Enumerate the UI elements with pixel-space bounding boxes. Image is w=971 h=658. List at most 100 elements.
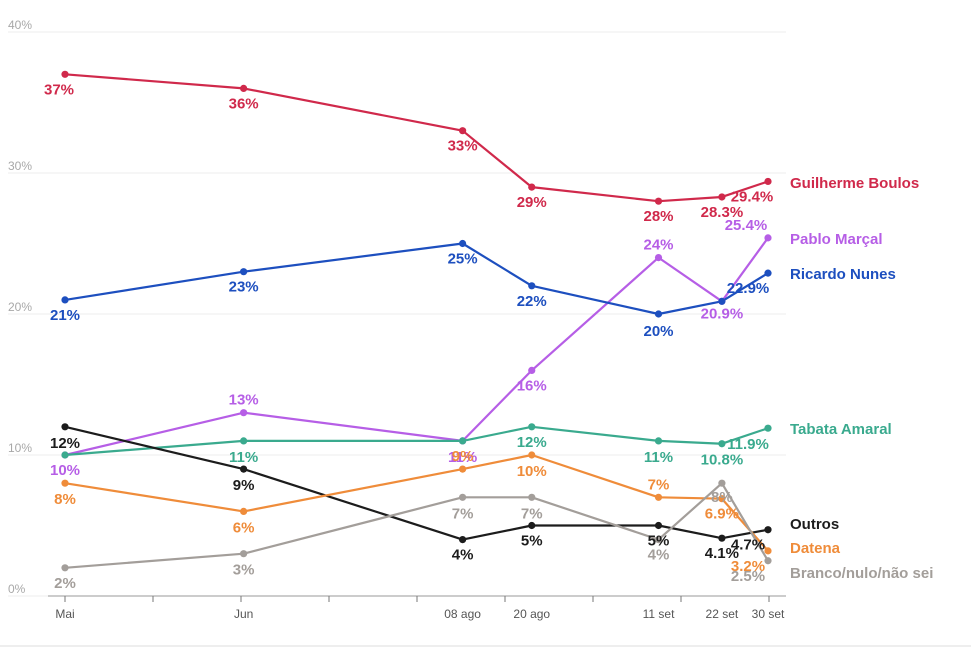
data-label: 20.9% — [701, 305, 744, 322]
data-point — [654, 521, 663, 530]
data-point — [718, 193, 726, 201]
data-point — [240, 465, 248, 473]
data-point — [718, 297, 726, 305]
series-name-label: Ricardo Nunes — [790, 266, 896, 283]
data-label: 24% — [644, 237, 674, 254]
data-label: 23% — [229, 279, 259, 296]
data-label: 4.1% — [705, 545, 739, 562]
x-tick-label: 20 ago — [513, 607, 550, 621]
data-point — [61, 479, 69, 487]
data-point — [528, 451, 536, 459]
data-label: 29% — [517, 194, 547, 211]
series-name-label: Datena — [790, 540, 841, 557]
data-label: 11% — [644, 449, 673, 466]
data-point — [528, 366, 536, 374]
y-tick-label: 40% — [8, 18, 32, 32]
data-label: 5% — [648, 533, 670, 550]
data-point — [764, 424, 772, 432]
data-label: 22.9% — [727, 280, 770, 297]
data-point — [654, 310, 663, 318]
data-point — [718, 495, 726, 503]
data-label: 10% — [50, 462, 80, 479]
data-label: 33% — [448, 138, 478, 155]
data-point — [240, 550, 248, 558]
data-point — [240, 268, 248, 276]
data-point — [458, 465, 467, 473]
data-label: 2.5% — [731, 568, 765, 585]
data-point — [654, 254, 663, 262]
data-point — [718, 479, 726, 487]
data-label: 28.3% — [701, 204, 744, 221]
data-label: 6% — [233, 519, 255, 536]
data-point — [764, 557, 772, 565]
data-point — [61, 423, 69, 431]
data-point — [764, 269, 772, 277]
data-label: 4.7% — [731, 537, 765, 554]
data-point — [458, 239, 467, 248]
x-tick-label: 08 ago — [444, 607, 481, 621]
data-point — [458, 127, 467, 135]
data-label: 29.4% — [731, 188, 774, 205]
data-label: 20% — [644, 323, 674, 340]
x-tick-label: 11 set — [643, 607, 675, 621]
series-name-label: Tabata Amaral — [790, 421, 892, 438]
data-point — [764, 177, 772, 186]
series-name-label: Pablo Marçal — [790, 231, 883, 248]
data-point — [718, 534, 726, 542]
data-point — [61, 451, 69, 459]
data-point — [718, 440, 726, 448]
data-label: 10.8% — [701, 452, 744, 469]
data-label: 11.9% — [727, 436, 769, 453]
data-label: 10% — [517, 463, 547, 480]
data-label: 9% — [452, 448, 474, 465]
data-label: 12% — [50, 435, 80, 452]
data-label: 36% — [229, 95, 259, 112]
x-tick-label: Jun — [234, 607, 253, 621]
data-label: 3% — [233, 562, 255, 579]
data-label: 8% — [54, 491, 76, 508]
data-point — [764, 234, 772, 242]
data-point — [458, 493, 467, 501]
y-tick-label: 10% — [8, 441, 32, 455]
data-label: 3.2% — [731, 558, 765, 575]
data-point — [458, 437, 467, 445]
y-tick-label: 30% — [8, 159, 32, 173]
data-point — [764, 526, 772, 534]
series-line — [64, 237, 769, 457]
data-point — [240, 437, 248, 445]
data-label: 2% — [54, 575, 76, 592]
data-label: 5% — [521, 533, 543, 550]
data-label: 7% — [521, 505, 543, 522]
data-point — [61, 296, 69, 304]
series-name-label: Outros — [790, 516, 839, 533]
series-line — [64, 242, 769, 316]
data-point — [654, 437, 663, 445]
data-label: 7% — [648, 476, 670, 493]
data-point — [528, 493, 536, 501]
data-label: 37% — [44, 81, 74, 98]
data-point — [528, 282, 536, 290]
data-label: 21% — [50, 307, 80, 324]
data-label: 16% — [517, 377, 547, 394]
x-tick-label: 30 set — [752, 607, 785, 621]
data-point — [240, 409, 248, 417]
data-label: 25% — [448, 251, 478, 268]
data-label: 8% — [711, 489, 733, 506]
y-tick-label: 20% — [8, 300, 32, 314]
data-label: 4% — [452, 547, 474, 564]
data-label: 25.4% — [725, 217, 768, 234]
series-line — [64, 73, 769, 203]
data-point — [528, 423, 536, 431]
x-tick-label: 22 set — [706, 607, 739, 621]
data-point — [61, 70, 69, 78]
data-point — [240, 507, 248, 515]
data-label: 7% — [452, 505, 474, 522]
data-point — [654, 197, 663, 205]
data-label: 11% — [229, 449, 258, 466]
data-point — [458, 536, 467, 544]
y-tick-label: 0% — [8, 582, 26, 596]
data-label: 13% — [229, 392, 259, 409]
data-point — [654, 536, 663, 544]
